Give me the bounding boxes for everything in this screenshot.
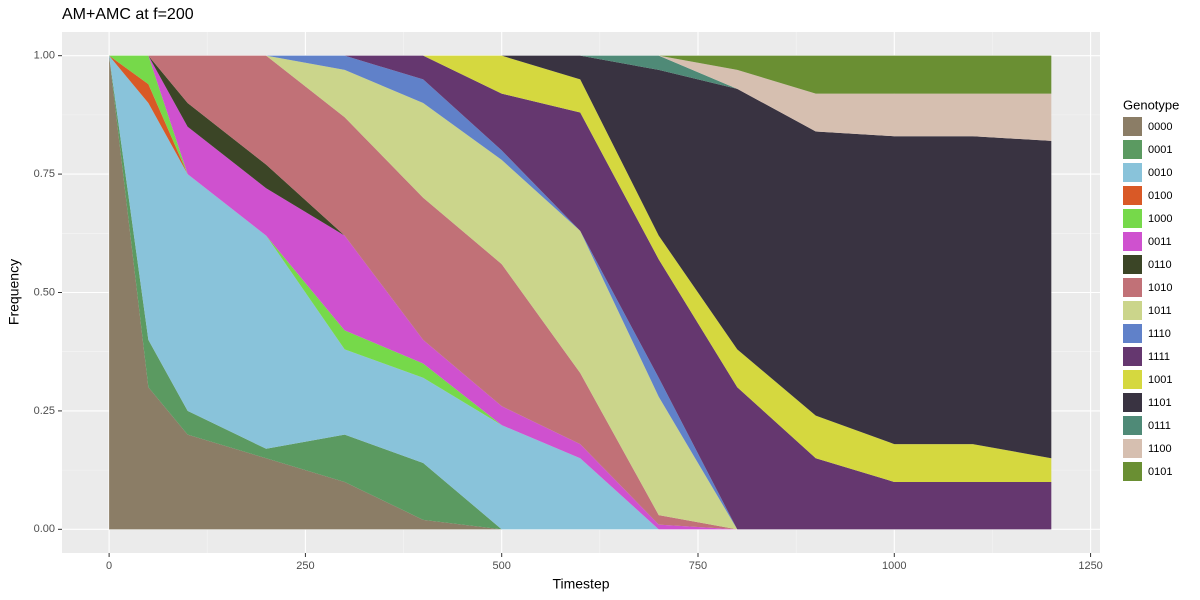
- legend-label: 0110: [1148, 259, 1172, 271]
- legend-key: [1123, 462, 1142, 481]
- legend-key: [1123, 232, 1142, 251]
- area: [109, 55, 1052, 530]
- legend-key: [1123, 301, 1142, 320]
- y-tick-label: 1.00: [34, 50, 55, 62]
- legend-key: [1123, 393, 1142, 412]
- y-tick-label: 0.00: [34, 523, 55, 535]
- legend-label: 1100: [1148, 443, 1172, 455]
- legend-key: [1123, 140, 1142, 159]
- area: [109, 55, 1052, 94]
- legend-label: 0001: [1148, 144, 1172, 156]
- x-tick-label: 250: [296, 560, 314, 572]
- x-tick-label: 0: [106, 560, 112, 572]
- legend-label: 0011: [1148, 236, 1172, 248]
- legend-key: [1123, 347, 1142, 366]
- legend-label: 0100: [1148, 190, 1172, 202]
- area: [109, 55, 1052, 530]
- legend-label: 0111: [1148, 420, 1171, 432]
- x-tick-label: 500: [493, 560, 511, 572]
- legend-key: [1123, 278, 1142, 297]
- legend-label: 1011: [1148, 305, 1172, 317]
- area: [109, 55, 1052, 459]
- legend-key: [1123, 255, 1142, 274]
- x-tick-label: 750: [689, 560, 707, 572]
- legend-label: 0010: [1148, 167, 1172, 179]
- legend-label: 1000: [1148, 213, 1172, 225]
- area: [109, 55, 1052, 530]
- x-tick-label: 1250: [1078, 560, 1102, 572]
- legend-label: 1010: [1148, 282, 1172, 294]
- y-tick-label: 0.75: [34, 168, 55, 180]
- chart-title: AM+AMC at f=200: [62, 6, 194, 23]
- legend-key: [1123, 117, 1142, 136]
- legend-label: 0000: [1148, 121, 1172, 133]
- legend-key: [1123, 439, 1142, 458]
- legend-key: [1123, 370, 1142, 389]
- legend-key: [1123, 163, 1142, 182]
- legend-label: 0101: [1148, 466, 1172, 478]
- legend-key: [1123, 186, 1142, 205]
- legend-label: 1101: [1148, 397, 1172, 409]
- y-tick-label: 0.50: [34, 286, 55, 298]
- area: [109, 55, 1052, 530]
- x-tick-label: 1000: [882, 560, 906, 572]
- x-axis-title: Timestep: [552, 576, 609, 592]
- legend-key: [1123, 416, 1142, 435]
- y-tick-label: 0.25: [34, 405, 55, 417]
- y-axis-title: Frequency: [6, 259, 22, 325]
- legend-title: Genotype: [1123, 97, 1179, 112]
- legend-key: [1123, 209, 1142, 228]
- legend-label: 1001: [1148, 374, 1172, 386]
- legend-label: 1110: [1148, 328, 1171, 340]
- area: [109, 55, 1052, 141]
- legend-key: [1123, 324, 1142, 343]
- area: [109, 55, 1052, 530]
- legend-label: 1111: [1148, 351, 1170, 363]
